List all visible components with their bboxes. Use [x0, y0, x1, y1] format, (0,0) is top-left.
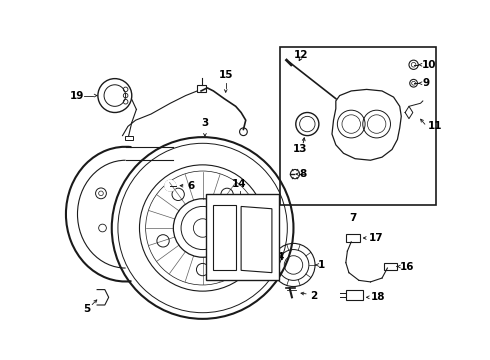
Text: 11: 11 — [428, 121, 443, 131]
Circle shape — [165, 180, 175, 191]
Text: 9: 9 — [422, 78, 429, 88]
FancyBboxPatch shape — [384, 263, 397, 270]
Text: 17: 17 — [369, 233, 384, 243]
FancyBboxPatch shape — [125, 136, 132, 140]
Text: 18: 18 — [370, 292, 385, 302]
Text: 6: 6 — [187, 181, 195, 191]
Text: 19: 19 — [70, 91, 84, 100]
Text: 10: 10 — [422, 60, 437, 70]
FancyBboxPatch shape — [346, 289, 363, 300]
Text: 4: 4 — [276, 252, 284, 262]
Text: 16: 16 — [400, 261, 414, 271]
Bar — [280, 47, 436, 205]
Bar — [197, 85, 206, 93]
Text: 5: 5 — [83, 304, 91, 314]
FancyBboxPatch shape — [346, 234, 360, 242]
Text: 1: 1 — [318, 260, 325, 270]
Circle shape — [291, 170, 300, 179]
Text: 12: 12 — [294, 50, 308, 60]
Text: 8: 8 — [300, 169, 307, 179]
Text: 2: 2 — [311, 291, 318, 301]
Text: 13: 13 — [293, 144, 307, 154]
Text: 3: 3 — [201, 118, 209, 128]
Bar — [206, 194, 279, 280]
Text: 7: 7 — [349, 213, 356, 222]
Text: 14: 14 — [232, 180, 247, 189]
Text: 15: 15 — [219, 70, 233, 80]
